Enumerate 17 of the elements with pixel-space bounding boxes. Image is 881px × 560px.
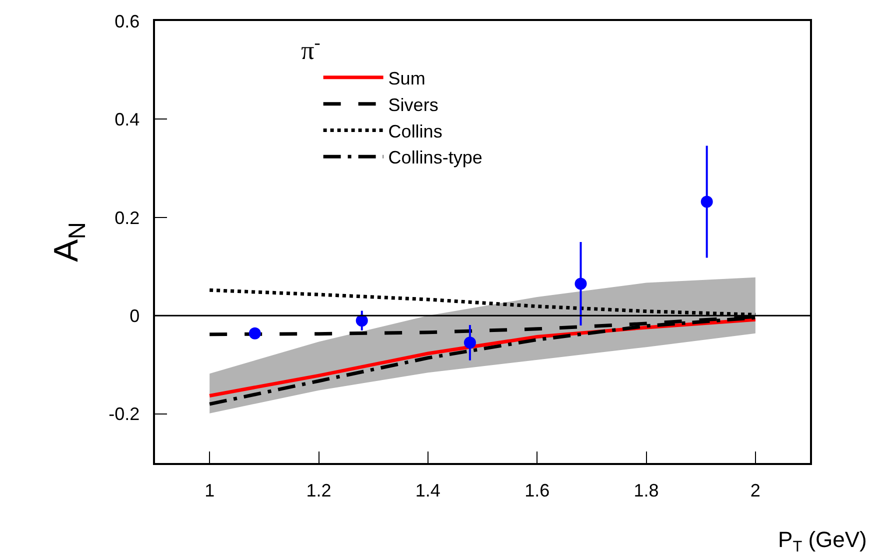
x-tick-label: 1.4 <box>415 480 440 500</box>
x-tick-label: 1.8 <box>634 480 659 500</box>
x-tick-label: 1.6 <box>524 480 550 500</box>
x-axis-title: P$_{T}$ (GeV) <box>778 527 867 556</box>
legend-label: Collins-type <box>388 148 482 168</box>
y-tick-label: 0.2 <box>114 208 140 228</box>
x-tick-label: 1 <box>204 480 215 500</box>
legend-label: Sum <box>388 68 426 88</box>
x-tick-label: 2 <box>750 480 760 500</box>
legend-label: Sivers <box>388 94 438 115</box>
legend-label: Collins <box>388 121 442 142</box>
y-tick-label: 0 <box>130 306 140 326</box>
legend-title: π$^{-}$ <box>301 32 320 66</box>
y-tick-label: 0.4 <box>114 110 140 130</box>
y-tick-label: -0.2 <box>108 404 140 424</box>
y-tick-label: 0.6 <box>114 11 140 32</box>
x-tick-label: 1.2 <box>306 480 332 500</box>
